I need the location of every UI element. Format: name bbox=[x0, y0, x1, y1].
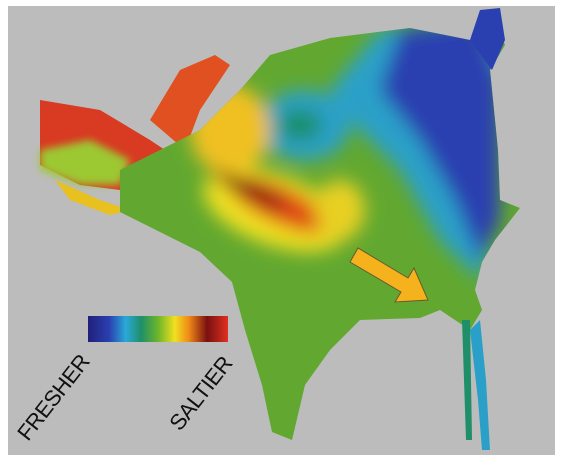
river-channel bbox=[55, 180, 130, 215]
channel bbox=[462, 320, 472, 440]
river-channel bbox=[40, 140, 130, 185]
channel bbox=[470, 320, 490, 450]
plume bbox=[315, 180, 365, 240]
flow-arrow bbox=[349, 247, 429, 303]
fresh-water bbox=[380, 20, 500, 260]
color-scale bbox=[88, 316, 228, 342]
eddy bbox=[278, 109, 322, 141]
plume bbox=[213, 171, 287, 209]
channel bbox=[470, 8, 505, 70]
river-channel bbox=[150, 55, 230, 150]
